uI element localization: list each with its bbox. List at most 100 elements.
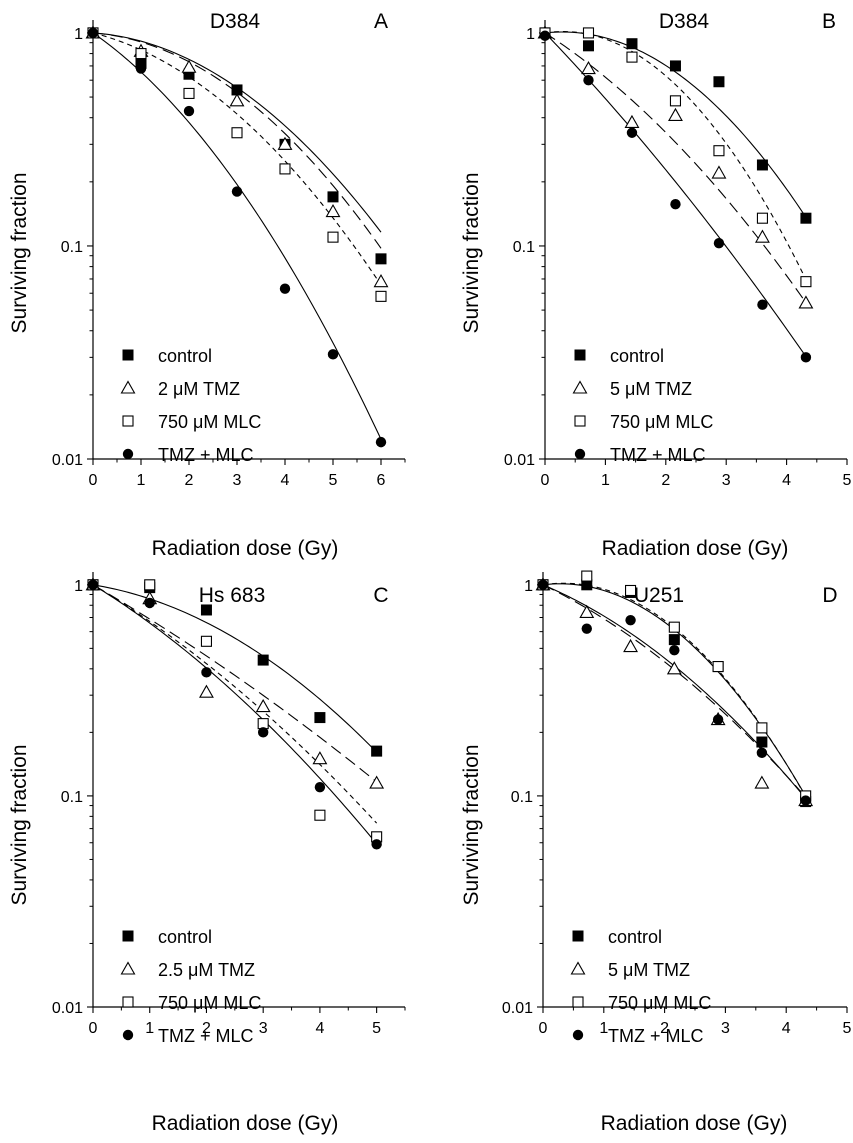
data-point (373, 274, 389, 288)
y-tick-label: 0.1 (511, 789, 533, 806)
data-point (327, 231, 339, 243)
data-point (757, 299, 768, 310)
x-tick-label: 3 (233, 472, 242, 489)
data-point (623, 638, 638, 653)
data-point (375, 436, 387, 448)
data-point (711, 165, 727, 179)
data-point (669, 645, 680, 656)
data-point (756, 159, 768, 171)
panel-c-legend: control 2.5 μM TMZ 750 μM MLC TMZ + MLC (120, 927, 261, 1046)
data-point (539, 30, 551, 41)
panel-d-xlabel: Radiation dose (Gy) (601, 1112, 788, 1135)
panel-d-markers (535, 570, 814, 808)
data-point (371, 745, 383, 757)
data-point (369, 775, 385, 789)
x-tick-label: 5 (372, 1020, 381, 1037)
legend-label: control (610, 346, 664, 366)
data-point (712, 661, 724, 673)
panel-d-letter: D (822, 584, 837, 607)
legend-marker (572, 380, 588, 394)
data-point (582, 27, 595, 39)
y-tick-label: 1 (74, 26, 83, 43)
data-point (800, 795, 811, 806)
data-point (668, 107, 683, 121)
data-point (581, 570, 593, 582)
data-point (800, 352, 812, 363)
data-point (325, 203, 341, 218)
data-point (756, 747, 768, 759)
x-tick-label: 6 (377, 472, 386, 489)
data-point (756, 212, 768, 224)
data-point (669, 95, 682, 107)
data-point (625, 614, 636, 626)
data-point (713, 145, 725, 157)
data-point (713, 238, 725, 249)
fit-curve (544, 32, 807, 303)
y-tick-label: 1 (524, 578, 533, 595)
legend-marker (120, 961, 136, 975)
data-point (257, 727, 269, 738)
legend-marker (122, 930, 134, 942)
x-tick-label: 1 (137, 472, 146, 489)
data-point (135, 63, 147, 74)
legend-marker (572, 1029, 584, 1041)
legend-label: control (158, 346, 212, 366)
panel-c: Hs 683 C Surviving fraction Radiation do… (8, 572, 406, 1135)
data-point (257, 718, 269, 730)
data-point (626, 51, 638, 63)
legend-label: control (608, 927, 662, 947)
legend-label: 2 μM TMZ (158, 379, 240, 399)
data-point (800, 212, 812, 224)
panel-a-legend: control 2 μM TMZ 750 μM MLC TMZ + MLC (120, 346, 261, 465)
panel-c-letter: C (373, 584, 388, 607)
data-point (257, 654, 269, 666)
panel-b-axes: 0 1 2 3 4 5 0.01 0.1 1 (504, 20, 852, 489)
fit-curve (544, 31, 807, 280)
legend-label: 5 μM TMZ (608, 960, 690, 980)
data-point (200, 635, 213, 647)
panel-b-ylabel: Surviving fraction (460, 172, 483, 333)
panel-b: D384 B Surviving fraction Radiation dose… (460, 10, 852, 560)
data-point (754, 775, 770, 789)
data-point (231, 84, 243, 96)
data-point (181, 59, 197, 73)
data-point (144, 597, 155, 609)
x-tick-label: 1 (599, 1020, 608, 1037)
panel-a-letter: A (374, 10, 388, 33)
y-tick-label: 0.01 (52, 1000, 83, 1017)
data-point (626, 127, 638, 138)
data-point (371, 839, 382, 850)
x-tick-label: 0 (89, 472, 98, 489)
legend-marker (122, 996, 134, 1008)
x-tick-label: 4 (782, 472, 791, 489)
data-point (582, 40, 594, 52)
y-tick-label: 0.01 (504, 452, 535, 469)
y-tick-label: 0.01 (502, 1000, 533, 1017)
data-point (756, 736, 768, 748)
data-point (231, 186, 243, 197)
x-tick-label: 2 (661, 472, 670, 489)
x-tick-label: 0 (89, 1020, 98, 1037)
legend-marker (572, 930, 584, 942)
data-point (375, 290, 387, 302)
y-tick-label: 1 (74, 578, 83, 595)
data-point (712, 714, 724, 725)
panel-b-markers (537, 25, 814, 363)
x-tick-label: 3 (722, 472, 731, 489)
data-point (579, 604, 595, 618)
data-point (624, 114, 640, 129)
x-tick-label: 2 (202, 1020, 211, 1037)
data-point (314, 781, 326, 793)
data-point (135, 48, 147, 60)
legend-label: control (158, 927, 212, 947)
legend-label: TMZ + MLC (158, 445, 254, 465)
fit-curve (92, 584, 378, 753)
data-point (229, 93, 245, 107)
x-tick-label: 4 (281, 472, 290, 489)
data-point (756, 722, 768, 734)
legend-label: 750 μM MLC (610, 412, 713, 432)
data-point (279, 283, 291, 294)
x-tick-label: 5 (843, 472, 852, 489)
data-point (314, 809, 326, 821)
legend-label: 750 μM MLC (608, 993, 711, 1013)
